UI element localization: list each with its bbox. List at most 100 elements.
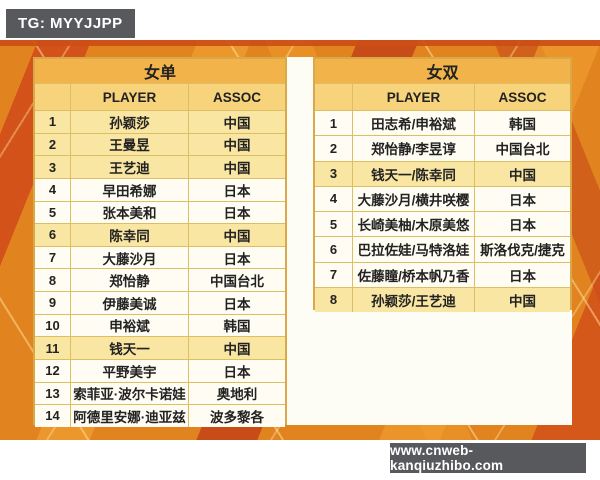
women-doubles-title: 女双 (315, 59, 570, 84)
women-singles-header-row: PLAYER ASSOC (35, 84, 285, 110)
assoc-cell: 中国 (223, 342, 251, 358)
assoc-column-header: ASSOC (212, 89, 261, 105)
table-row: 1 田志希/申裕斌 韩国 (315, 110, 570, 136)
assoc-cell: 奥地利 (216, 387, 258, 403)
rank-cell: 1 (315, 111, 353, 136)
player-cell: 长崎美柚/木原美悠 (353, 212, 475, 237)
assoc-cell: 中国 (509, 167, 536, 183)
table-row: 1 孙颖莎 中国 (35, 110, 285, 133)
assoc-cell: 中国 (509, 293, 536, 309)
table-row: 11 钱天一 中国 (35, 336, 285, 359)
assoc-cell: 波多黎各 (210, 409, 264, 425)
assoc-cell: 日本 (509, 192, 536, 208)
orange-background: 女单 PLAYER ASSOC 1 孙颖莎 中国 2 王曼昱 中国 3 王艺迪 … (0, 40, 600, 440)
table-row: 6 巴拉佐娃/马特洛娃 斯洛伐克/捷克 (315, 236, 570, 262)
rank-cell: 2 (35, 133, 71, 156)
player-cell: 伊藤美诚 (71, 292, 189, 314)
rank-cell: 5 (315, 212, 353, 237)
player-cell: 王艺迪 (71, 156, 189, 178)
table-row: 4 大藤沙月/横井咲樱 日本 (315, 185, 570, 211)
player-cell: 平野美宇 (71, 359, 189, 382)
assoc-cell: 日本 (223, 296, 251, 312)
rank-cell: 6 (35, 224, 71, 246)
assoc-cell: 韩国 (223, 319, 251, 335)
table-row: 7 佐藤瞳/桥本帆乃香 日本 (315, 261, 570, 287)
table-row: 9 伊藤美诚 日本 (35, 291, 285, 314)
rank-cell: 8 (315, 287, 353, 312)
rank-column-header (35, 84, 71, 110)
table-row: 14 阿德里安娜·迪亚兹 波多黎各 (35, 404, 285, 427)
player-cell: 钱天一 (71, 337, 189, 359)
assoc-cell: 中国 (223, 228, 251, 244)
table-row: 3 钱天一/陈幸同 中国 (315, 160, 570, 186)
rank-cell: 3 (315, 161, 353, 186)
women-doubles-table: 女双 PLAYER ASSOC 1 田志希/申裕斌 韩国 2 郑怡静/李昱谆 中… (313, 57, 572, 312)
rank-column-header (315, 84, 353, 110)
rank-cell: 14 (35, 405, 71, 427)
player-cell: 郑怡静 (71, 269, 189, 291)
player-column-header: PLAYER (353, 84, 475, 110)
rank-cell: 3 (35, 156, 71, 178)
player-cell: 索菲亚·波尔卡诺娃 (71, 382, 189, 405)
assoc-cell: 日本 (223, 364, 251, 380)
player-cell: 郑怡静/李昱谆 (353, 136, 475, 161)
table-row: 6 陈幸同 中国 (35, 223, 285, 246)
player-cell: 张本美和 (71, 201, 189, 224)
assoc-cell: 日本 (509, 268, 536, 284)
player-cell: 巴拉佐娃/马特洛娃 (353, 237, 475, 262)
rank-cell: 8 (35, 269, 71, 291)
table-row: 8 郑怡静 中国台北 (35, 268, 285, 291)
player-cell: 孙颖莎 (71, 111, 189, 133)
rank-cell: 13 (35, 382, 71, 405)
player-cell: 佐藤瞳/桥本帆乃香 (353, 262, 475, 287)
assoc-cell: 中国 (223, 115, 251, 131)
assoc-cell: 日本 (223, 206, 251, 222)
women-singles-title: 女单 (35, 59, 285, 84)
player-cell: 早田希娜 (71, 178, 189, 201)
player-cell: 申裕斌 (71, 314, 189, 337)
rank-cell: 7 (315, 262, 353, 287)
assoc-cell: 日本 (509, 218, 536, 234)
rank-cell: 4 (315, 186, 353, 211)
rank-cell: 4 (35, 178, 71, 201)
rank-cell: 5 (35, 201, 71, 224)
assoc-cell: 日本 (223, 251, 251, 267)
rank-cell: 6 (315, 237, 353, 262)
table-row: 7 大藤沙月 日本 (35, 245, 285, 269)
rank-cell: 12 (35, 359, 71, 382)
table-row: 13 索菲亚·波尔卡诺娃 奥地利 (35, 381, 285, 405)
tables-panel: 女单 PLAYER ASSOC 1 孙颖莎 中国 2 王曼昱 中国 3 王艺迪 … (33, 57, 572, 427)
rank-cell: 2 (315, 136, 353, 161)
player-cell: 田志希/申裕斌 (353, 111, 475, 136)
assoc-cell: 中国 (223, 161, 251, 177)
assoc-cell: 中国台北 (495, 142, 550, 158)
player-cell: 大藤沙月 (71, 246, 189, 269)
women-doubles-header-row: PLAYER ASSOC (315, 84, 570, 110)
table-row: 5 张本美和 日本 (35, 200, 285, 224)
table-row: 8 孙颖莎/王艺迪 中国 (315, 286, 570, 312)
player-cell: 孙颖莎/王艺迪 (353, 287, 475, 312)
table-row: 2 王曼昱 中国 (35, 132, 285, 156)
assoc-cell: 斯洛伐克/捷克 (480, 243, 565, 259)
women-singles-table: 女单 PLAYER ASSOC 1 孙颖莎 中国 2 王曼昱 中国 3 王艺迪 … (33, 57, 287, 427)
assoc-cell: 中国台北 (210, 274, 264, 290)
watermark-url: www.cnweb-kanqiuzhibo.com (390, 443, 586, 473)
rank-cell: 10 (35, 314, 71, 337)
table-row: 2 郑怡静/李昱谆 中国台北 (315, 135, 570, 161)
table-row: 12 平野美宇 日本 (35, 358, 285, 382)
assoc-cell: 中国 (223, 138, 251, 154)
table-row: 5 长崎美柚/木原美悠 日本 (315, 211, 570, 237)
player-cell: 大藤沙月/横井咲樱 (353, 186, 475, 211)
table-row: 4 早田希娜 日本 (35, 177, 285, 201)
rank-cell: 1 (35, 111, 71, 133)
assoc-cell: 日本 (223, 183, 251, 199)
telegram-badge: TG: MYYJJPP (6, 9, 135, 38)
player-cell: 王曼昱 (71, 133, 189, 156)
rank-cell: 7 (35, 246, 71, 269)
player-column-header: PLAYER (71, 84, 189, 110)
assoc-column-header: ASSOC (498, 89, 547, 105)
player-cell: 阿德里安娜·迪亚兹 (71, 405, 189, 427)
table-row: 3 王艺迪 中国 (35, 155, 285, 178)
table-row: 10 申裕斌 韩国 (35, 313, 285, 337)
rank-cell: 11 (35, 337, 71, 359)
